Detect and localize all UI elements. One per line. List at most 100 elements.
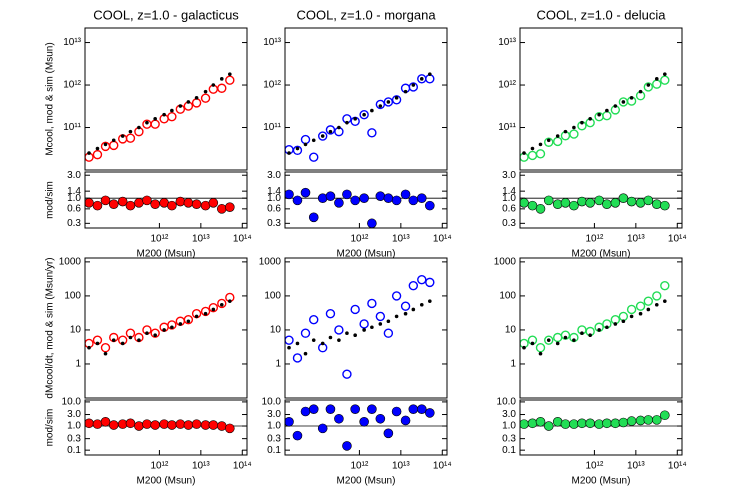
data-point — [342, 189, 352, 200]
data-point — [285, 335, 294, 345]
data-point — [194, 314, 199, 319]
points — [520, 193, 670, 214]
x-tick-label: 10¹⁴ — [668, 461, 687, 472]
data-point — [416, 193, 427, 203]
data-point — [552, 332, 563, 343]
data-point — [394, 314, 399, 319]
data-point — [142, 419, 152, 429]
data-point — [300, 187, 311, 198]
y-tick-label: 3.0 — [267, 409, 281, 420]
data-point — [383, 328, 394, 338]
data-point — [303, 142, 308, 147]
y-tick-label: 1.0 — [67, 193, 81, 204]
y-tick-label: 10¹¹ — [63, 122, 81, 133]
y-tick-label: 1 — [75, 359, 81, 370]
y-tick-label: 3.0 — [502, 170, 516, 181]
data-point — [170, 108, 174, 113]
data-point — [337, 125, 341, 130]
data-point — [522, 151, 526, 155]
data-point — [109, 140, 119, 151]
data-point — [563, 335, 568, 340]
data-point — [646, 307, 651, 312]
data-point — [345, 120, 349, 125]
data-point — [411, 83, 416, 87]
data-point — [577, 418, 587, 429]
y-tick-label: 0.1 — [267, 445, 281, 456]
data-point — [569, 419, 579, 429]
data-point — [367, 218, 377, 228]
data-point — [425, 408, 435, 418]
data-point — [92, 200, 103, 211]
y-tick-label: 10¹³ — [498, 37, 516, 48]
data-point — [527, 150, 538, 161]
y-tick-label: 10 — [505, 325, 517, 336]
data-point — [588, 333, 592, 338]
data-point — [100, 416, 111, 427]
data-point — [137, 338, 141, 342]
data-point — [350, 304, 360, 315]
data-point — [311, 138, 316, 143]
data-point — [353, 117, 357, 121]
data-point — [597, 328, 601, 332]
data-point — [638, 311, 643, 316]
data-point — [425, 200, 435, 211]
data-point — [651, 199, 662, 209]
data-point — [216, 204, 227, 214]
data-point — [535, 416, 546, 427]
data-point — [175, 196, 186, 207]
x-axis-label: M200 (Msun) — [337, 249, 396, 260]
data-point — [303, 351, 308, 356]
data-point — [408, 280, 419, 291]
y-tick-label: 10¹¹ — [263, 122, 281, 133]
data-point — [309, 152, 319, 162]
data-point — [167, 420, 177, 430]
data-point — [618, 417, 629, 428]
data-point — [95, 341, 100, 346]
data-point — [162, 328, 166, 332]
y-axis-label: mod/sim — [45, 181, 56, 219]
x-axis-label: M200 (Msun) — [337, 476, 396, 487]
data-point — [308, 212, 319, 223]
data-point — [111, 138, 116, 143]
data-point — [191, 98, 202, 108]
data-point — [408, 195, 419, 206]
data-point — [359, 193, 369, 203]
data-point — [191, 419, 202, 429]
y-tick-label: 1.0 — [502, 193, 516, 204]
data-point — [311, 338, 316, 342]
x-axis-label: M200 (Msun) — [572, 249, 631, 260]
x-tick-label: 10¹³ — [192, 461, 210, 472]
data-point — [391, 406, 402, 417]
data-point — [325, 191, 336, 201]
data-point — [618, 193, 629, 203]
data-point — [359, 110, 369, 120]
data-point — [320, 341, 325, 346]
data-point — [403, 311, 408, 316]
data-point — [626, 416, 637, 426]
data-point — [350, 195, 360, 206]
data-point — [150, 199, 160, 209]
data-point — [350, 404, 360, 414]
data-point — [225, 202, 235, 212]
data-point — [428, 72, 432, 76]
data-point — [367, 298, 377, 309]
y-tick-label: 3.0 — [67, 409, 81, 420]
data-point — [367, 128, 377, 138]
data-point — [605, 108, 609, 113]
y-tick-label: 0.3 — [267, 218, 281, 229]
data-point — [170, 325, 174, 330]
y-tick-label: 1 — [510, 359, 516, 370]
x-tick-label: 10¹⁴ — [668, 234, 687, 245]
y-axis-label: Mcool, mod & sim (Msun) — [45, 42, 56, 155]
y-tick-label: 0.3 — [267, 433, 281, 444]
data-point — [663, 72, 667, 76]
data-point — [546, 138, 551, 143]
x-tick-label: 10¹³ — [627, 461, 645, 472]
x-tick-label: 10¹² — [351, 234, 369, 245]
data-point — [555, 134, 560, 138]
data-point — [386, 319, 391, 324]
data-point — [552, 136, 563, 147]
data-point — [325, 404, 336, 414]
panel-frame — [284, 27, 448, 171]
points — [85, 292, 235, 356]
